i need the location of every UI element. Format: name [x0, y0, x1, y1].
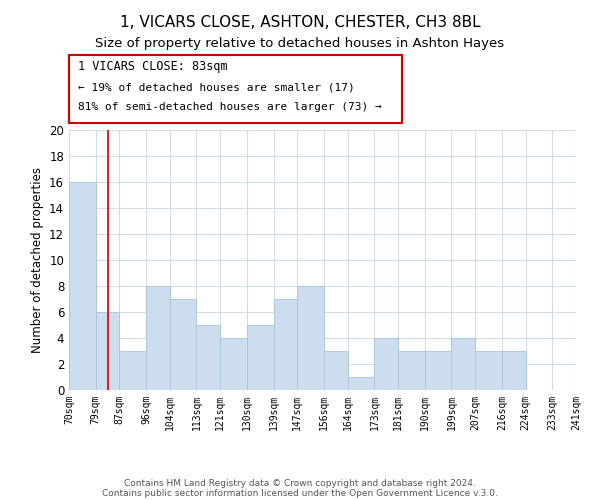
Bar	[475, 351, 502, 390]
Bar	[324, 351, 348, 390]
Bar	[220, 338, 247, 390]
Bar	[274, 299, 297, 390]
Bar	[297, 286, 324, 390]
Bar	[502, 351, 526, 390]
Bar	[374, 338, 398, 390]
Bar	[398, 351, 425, 390]
Bar	[348, 377, 374, 390]
Text: 1, VICARS CLOSE, ASHTON, CHESTER, CH3 8BL: 1, VICARS CLOSE, ASHTON, CHESTER, CH3 8B…	[119, 15, 481, 30]
Bar	[170, 299, 196, 390]
Text: 81% of semi-detached houses are larger (73) →: 81% of semi-detached houses are larger (…	[78, 102, 382, 113]
Bar	[95, 312, 119, 390]
Text: Contains HM Land Registry data © Crown copyright and database right 2024.: Contains HM Land Registry data © Crown c…	[124, 478, 476, 488]
Bar	[196, 325, 220, 390]
Text: ← 19% of detached houses are smaller (17): ← 19% of detached houses are smaller (17…	[78, 82, 355, 92]
Bar	[451, 338, 475, 390]
Text: 1 VICARS CLOSE: 83sqm: 1 VICARS CLOSE: 83sqm	[78, 60, 227, 73]
Bar	[247, 325, 274, 390]
Text: Size of property relative to detached houses in Ashton Hayes: Size of property relative to detached ho…	[95, 38, 505, 51]
Y-axis label: Number of detached properties: Number of detached properties	[31, 167, 44, 353]
Bar	[119, 351, 146, 390]
Bar	[146, 286, 170, 390]
Text: Contains public sector information licensed under the Open Government Licence v.: Contains public sector information licen…	[102, 488, 498, 498]
Bar	[69, 182, 95, 390]
Bar	[425, 351, 451, 390]
